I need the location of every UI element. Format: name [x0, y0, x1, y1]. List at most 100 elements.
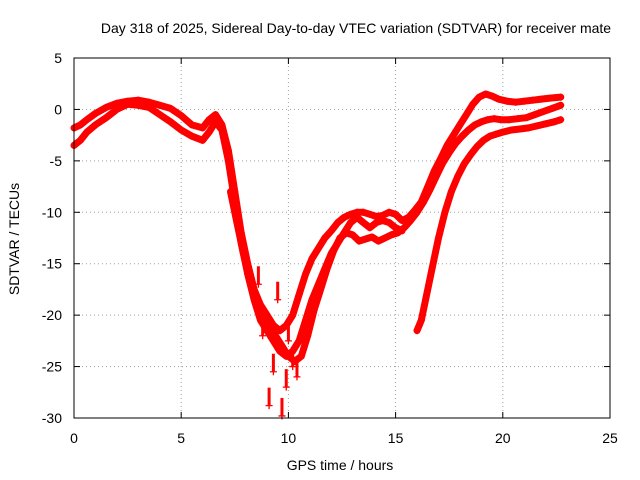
data-point — [91, 121, 99, 129]
data-point — [432, 172, 440, 180]
data-point — [477, 118, 485, 126]
data-point — [145, 103, 153, 111]
data-point — [484, 116, 492, 124]
data-point — [355, 237, 363, 245]
y-tick-label: -25 — [42, 359, 62, 375]
data-point — [368, 233, 376, 241]
data-point — [76, 121, 84, 129]
data-point — [387, 231, 395, 239]
y-tick-label: 0 — [54, 101, 62, 117]
data-point — [542, 120, 550, 128]
data-point — [492, 130, 500, 138]
data-point — [499, 128, 507, 136]
data-point — [529, 96, 537, 104]
data-point — [512, 98, 520, 106]
data-point — [379, 217, 387, 225]
y-tick-label: -10 — [42, 204, 62, 220]
series-trace — [413, 116, 565, 335]
data-point — [439, 159, 447, 167]
data-point — [422, 296, 430, 304]
y-tick-label: -5 — [50, 153, 63, 169]
data-point — [516, 125, 524, 133]
data-point — [385, 208, 393, 216]
data-point — [342, 229, 350, 237]
data-point — [91, 110, 99, 118]
data-point — [308, 255, 316, 263]
data-point — [134, 101, 142, 109]
data-point — [449, 131, 457, 139]
data-point — [212, 118, 220, 126]
x-tick-label: 15 — [388, 430, 404, 446]
data-point — [347, 210, 355, 218]
data-point — [113, 105, 121, 113]
data-point — [102, 114, 110, 122]
data-point — [533, 122, 541, 130]
data-point — [482, 90, 490, 98]
data-point — [385, 219, 393, 227]
data-point — [224, 157, 232, 165]
data-point — [295, 337, 303, 345]
data-point — [188, 132, 196, 140]
data-point — [495, 95, 503, 103]
data-point — [304, 332, 312, 340]
data-point — [199, 136, 207, 144]
data-point — [473, 142, 481, 150]
data-point — [83, 116, 91, 124]
data-point — [349, 231, 357, 239]
data-point — [546, 94, 554, 102]
data-point — [557, 116, 565, 124]
series-layer — [70, 90, 565, 420]
data-point — [550, 118, 558, 126]
data-point — [557, 101, 565, 109]
y-tick-label: -30 — [42, 410, 62, 426]
data-point — [514, 115, 522, 123]
data-point — [252, 296, 260, 304]
data-point — [394, 229, 402, 237]
data-point — [329, 247, 337, 255]
x-tick-label: 10 — [281, 430, 297, 446]
data-point — [531, 111, 539, 119]
data-point — [295, 291, 303, 299]
data-point — [124, 100, 132, 108]
data-point — [265, 321, 273, 329]
data-point — [166, 118, 174, 126]
data-point — [503, 97, 511, 105]
data-point — [520, 97, 528, 105]
data-point — [372, 212, 380, 220]
y-tick-label: -15 — [42, 256, 62, 272]
data-point — [452, 139, 460, 147]
data-point — [353, 213, 361, 221]
data-point — [540, 107, 548, 115]
data-point — [76, 136, 84, 144]
data-point — [398, 217, 406, 225]
data-point — [413, 327, 421, 335]
data-point — [276, 327, 284, 335]
tick-layer — [73, 57, 611, 419]
data-point — [314, 244, 322, 252]
data-point — [426, 186, 434, 194]
x-tick-label: 5 — [177, 430, 185, 446]
data-point — [340, 213, 348, 221]
plot-frame — [73, 57, 611, 419]
x-tick-label: 20 — [495, 430, 511, 446]
data-point — [447, 188, 455, 196]
data-point — [302, 316, 310, 324]
data-point — [434, 234, 442, 242]
data-point — [486, 132, 494, 140]
y-tick-label: 5 — [54, 50, 62, 66]
data-point — [400, 224, 408, 232]
data-point — [413, 208, 421, 216]
data-point — [156, 101, 164, 109]
chart-title: Day 318 of 2025, Sidereal Day-to-day VTE… — [101, 20, 611, 36]
data-point — [177, 112, 185, 120]
data-point — [505, 116, 513, 124]
data-point — [366, 210, 374, 218]
data-point — [239, 249, 247, 257]
tick-label-layer: 0 5 10 15 20 25 5 0 -5 -10 -15 -20 -25 -30 — [42, 50, 618, 446]
data-point — [428, 265, 436, 273]
data-point — [359, 208, 367, 216]
data-point — [166, 104, 174, 112]
data-point — [246, 275, 254, 283]
data-point — [374, 237, 382, 245]
data-point — [464, 126, 472, 134]
